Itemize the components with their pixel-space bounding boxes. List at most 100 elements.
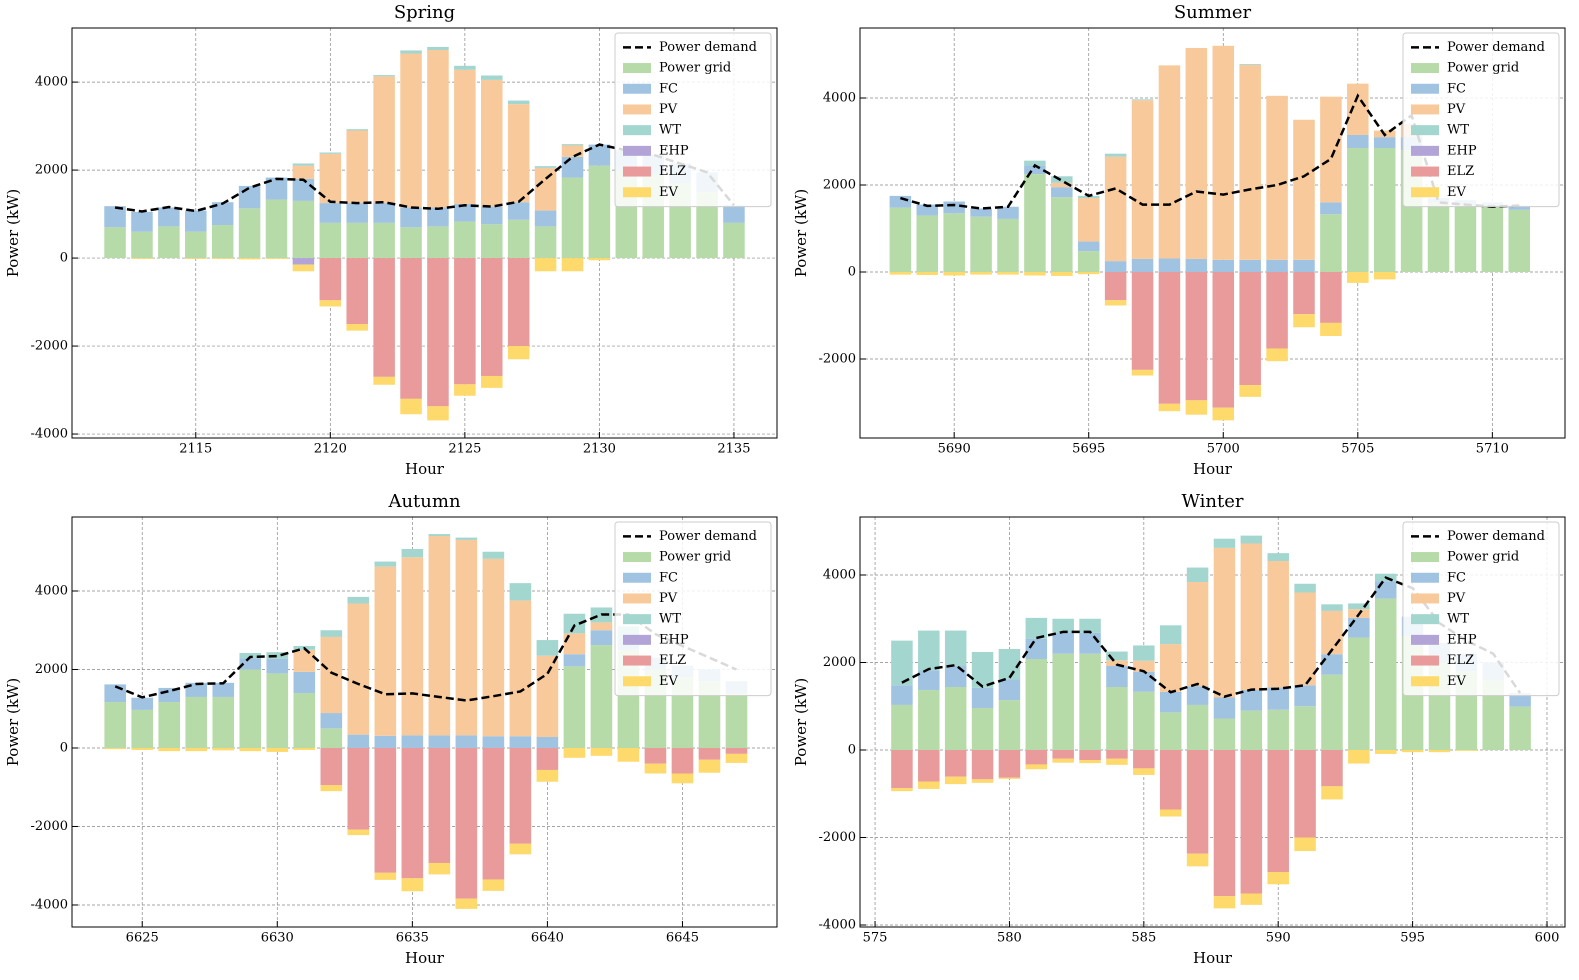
- bar-segment: [455, 539, 478, 736]
- bar-segment: [1293, 271, 1315, 315]
- bar-segment: [970, 216, 992, 272]
- bar-segment: [293, 693, 316, 748]
- bar-segment: [891, 640, 913, 686]
- x-tick-label: 6635: [396, 931, 429, 946]
- legend-label: PV: [659, 591, 678, 606]
- bar-segment: [1267, 553, 1289, 562]
- bar-segment: [997, 271, 1019, 275]
- bar-segment: [507, 258, 530, 347]
- bar-segment: [534, 166, 557, 168]
- bar-segment: [1079, 749, 1101, 761]
- bar-segment: [212, 696, 235, 748]
- bar-segment: [1294, 706, 1316, 750]
- y-tick-label: -2000: [819, 352, 856, 367]
- bar-segment: [1131, 271, 1154, 370]
- bar-segment: [1212, 271, 1235, 408]
- bar-segment: [509, 747, 532, 844]
- bar-segment: [1106, 687, 1128, 750]
- demand-line: [114, 613, 737, 702]
- bar-segment: [1294, 749, 1316, 838]
- y-tick-label: 0: [60, 251, 68, 266]
- bar-segment: [482, 736, 505, 748]
- legend-swatch: [623, 572, 651, 583]
- bar-segment: [238, 258, 261, 260]
- bar-segment: [427, 46, 449, 50]
- bar-segment: [561, 144, 584, 146]
- bar-segment: [971, 708, 994, 750]
- bar-segment: [536, 640, 559, 656]
- y-tick-label: 2000: [823, 177, 856, 192]
- bar-segment: [1320, 271, 1342, 323]
- bar-segment: [1213, 896, 1236, 909]
- bar-segment: [944, 687, 967, 750]
- bar-segment: [671, 773, 694, 784]
- bar-segment: [374, 872, 397, 880]
- bar-segment: [563, 654, 586, 667]
- bar-segment: [1077, 241, 1100, 252]
- bar-segment: [481, 206, 503, 225]
- bar-segment: [1186, 567, 1209, 583]
- legend-swatch: [623, 614, 651, 625]
- bar-segment: [1454, 204, 1477, 272]
- bar-segment: [211, 202, 234, 226]
- legend-swatch: [1411, 572, 1439, 583]
- bar-segment: [1185, 400, 1208, 415]
- legend-swatch: [623, 145, 651, 156]
- bar-segment: [1106, 660, 1128, 667]
- bar-segment: [507, 100, 530, 105]
- bar-segment: [104, 747, 127, 750]
- bar-segment: [293, 671, 316, 694]
- bar-segment: [1266, 95, 1288, 260]
- bar-segment: [1158, 258, 1181, 272]
- legend-swatch: [1411, 552, 1439, 563]
- bar-segment: [455, 898, 478, 909]
- bar-segment: [1133, 691, 1155, 750]
- bar-segment: [427, 406, 449, 421]
- bar-segment: [401, 735, 424, 748]
- bar-segment: [998, 749, 1021, 778]
- bar-segment: [482, 747, 505, 880]
- bar-segment: [400, 398, 422, 415]
- legend-label: EV: [659, 185, 678, 200]
- bar-segment: [725, 747, 748, 754]
- bar-segment: [265, 258, 288, 259]
- x-tick-label: 600: [1535, 931, 1560, 946]
- bar-segment: [1239, 64, 1261, 260]
- bar-segment: [997, 218, 1019, 272]
- bar-segment: [509, 583, 532, 601]
- bar-segment: [916, 271, 939, 276]
- bar-segment: [1293, 119, 1315, 260]
- bar-segment: [1348, 749, 1370, 764]
- bar-segment: [1239, 259, 1261, 272]
- y-tick-label: -2000: [819, 830, 856, 845]
- bar-segment: [534, 210, 557, 227]
- bar-segment: [1240, 690, 1263, 711]
- y-tick-label: 0: [848, 264, 856, 279]
- bar-segment: [534, 226, 557, 259]
- bar-segment: [1051, 182, 1073, 188]
- legend-swatch: [1411, 634, 1439, 645]
- bar-segment: [428, 735, 451, 748]
- bar-segment: [374, 561, 397, 567]
- bar-segment: [1159, 625, 1182, 645]
- bar-segment: [1104, 153, 1127, 157]
- bar-segment: [238, 185, 261, 209]
- bar-segment: [454, 384, 476, 396]
- bar-segment: [889, 271, 912, 275]
- bar-segment: [1106, 651, 1128, 661]
- bar-segment: [158, 226, 180, 259]
- bar-segment: [1239, 385, 1261, 397]
- bar-segment: [400, 227, 422, 259]
- bar-segment: [507, 202, 530, 220]
- bar-segment: [563, 666, 586, 748]
- bar-segment: [1024, 174, 1046, 272]
- bar-segment: [536, 655, 559, 737]
- legend-swatch: [1411, 166, 1439, 177]
- legend-label: EHP: [659, 143, 689, 158]
- x-tick-label: 585: [1131, 931, 1156, 946]
- bar-segment: [536, 769, 559, 782]
- bar-segment: [944, 630, 967, 667]
- axes-frame: [859, 516, 1566, 928]
- y-tick-label: 2000: [35, 163, 68, 178]
- bar-segment: [561, 145, 584, 157]
